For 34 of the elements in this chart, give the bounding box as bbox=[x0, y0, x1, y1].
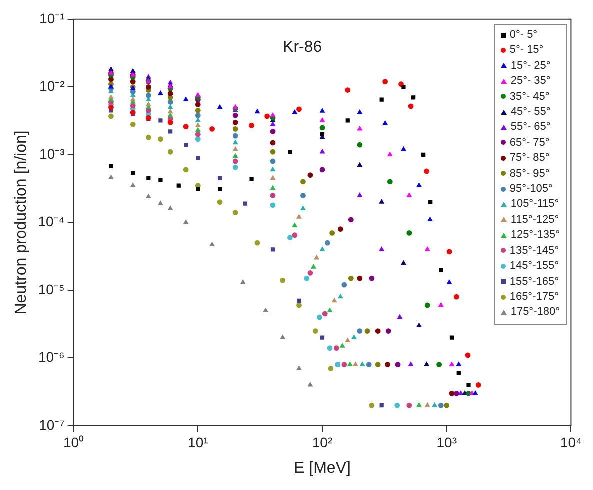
legend-label: 45°- 55° bbox=[510, 106, 551, 118]
legend-label: 95°-105° bbox=[510, 183, 553, 196]
legend-label: 25°- 35° bbox=[510, 75, 551, 88]
legend-label: 35°- 45° bbox=[510, 90, 550, 103]
legend-label: 125°-135° bbox=[510, 229, 560, 242]
legend-label: 0°- 5° bbox=[510, 29, 538, 41]
y-tick-label: 10⁻⁶ bbox=[38, 349, 65, 366]
legend-label: 75°- 85° bbox=[510, 152, 550, 164]
legend-label: 175°-180° bbox=[510, 306, 560, 318]
x-tick-label: 10³ bbox=[436, 434, 458, 450]
y-tick-label: 10⁻² bbox=[40, 78, 66, 94]
text: Kr-86 bbox=[283, 38, 322, 56]
y-axis-title: Neutron production [n/ion] bbox=[13, 130, 30, 315]
legend-label: 105°-115° bbox=[510, 198, 560, 210]
legend-label: 115°-125° bbox=[510, 214, 560, 226]
y-tick-label: 10⁻⁴ bbox=[38, 214, 65, 230]
legend-label: 155°-165° bbox=[510, 276, 559, 288]
legend-label: 85°- 95° bbox=[510, 168, 550, 180]
y-tick-label: 10⁻¹ bbox=[40, 10, 66, 26]
legend-label: 65°- 75° bbox=[510, 136, 550, 149]
x-axis-title: E [MeV] bbox=[294, 460, 351, 477]
y-tick-label: 10⁻⁵ bbox=[38, 281, 65, 298]
legend-label: 15°- 25° bbox=[510, 60, 551, 72]
x-tick-label: 10¹ bbox=[188, 434, 209, 450]
x-tick-label: 10⁴ bbox=[560, 434, 582, 450]
legend-label: 55°- 65° bbox=[510, 121, 551, 134]
legend-label: 145°-155° bbox=[510, 260, 559, 272]
legend-label: 165°-175° bbox=[510, 290, 559, 303]
x-tick-label: 10⁰ bbox=[64, 434, 84, 450]
x-tick-label: 10² bbox=[312, 434, 333, 450]
legend-label: 5°- 15° bbox=[510, 44, 544, 56]
legend-label: 135°-145° bbox=[510, 244, 559, 257]
y-tick-label: 10⁻⁷ bbox=[39, 416, 65, 433]
y-tick-label: 10⁻³ bbox=[40, 146, 66, 162]
